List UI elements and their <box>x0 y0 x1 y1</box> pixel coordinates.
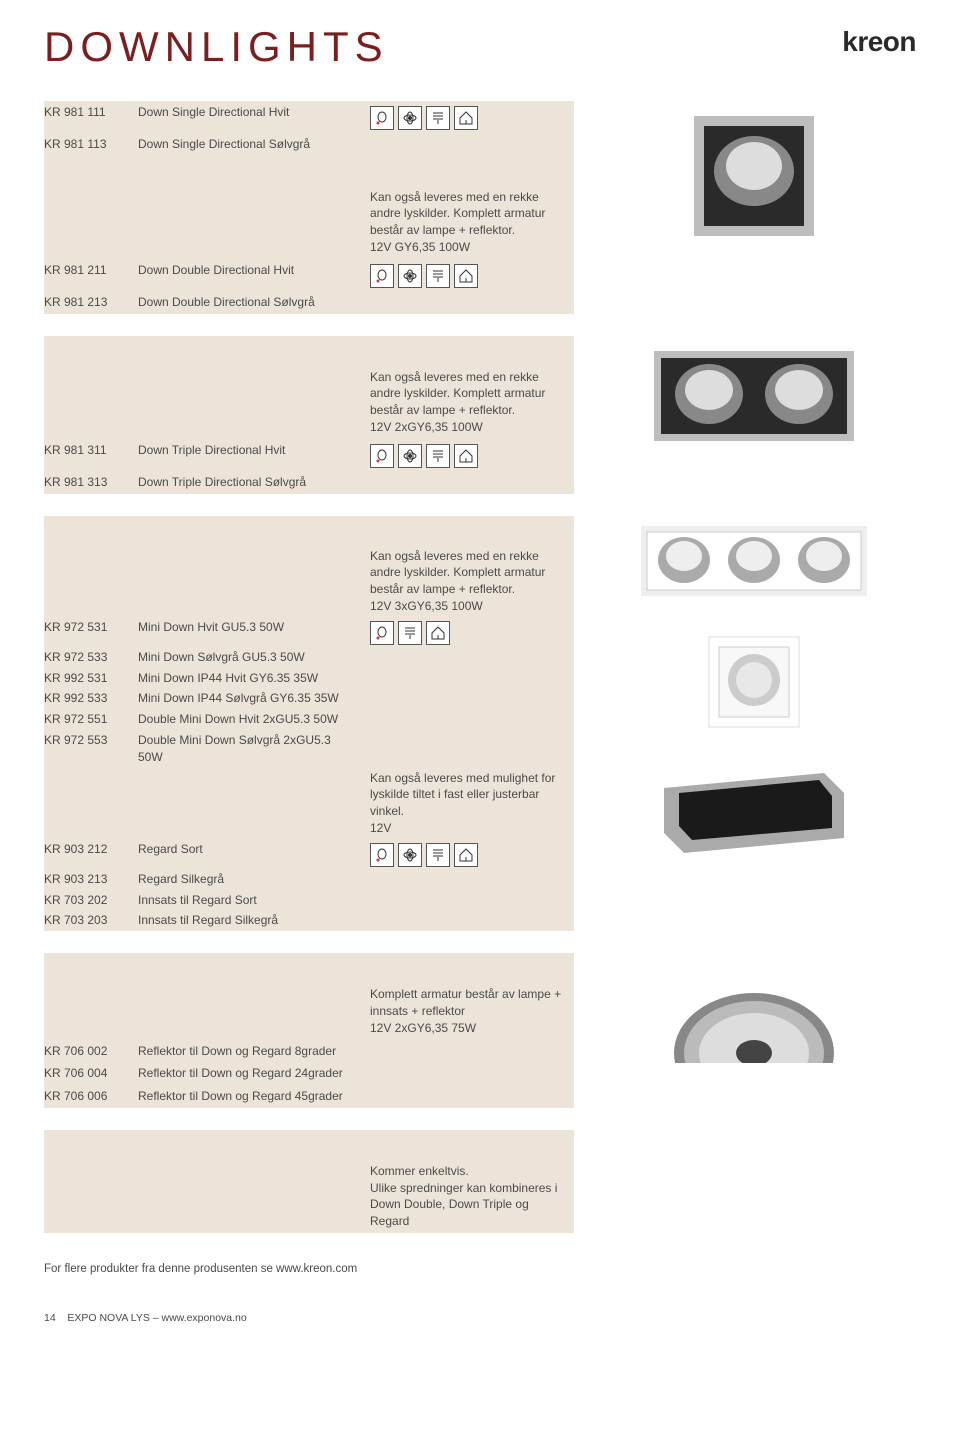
icon-row <box>370 621 568 645</box>
bulb-icon <box>370 264 394 288</box>
lines-icon <box>426 106 450 130</box>
icon-row <box>370 444 568 468</box>
house-icon <box>454 106 478 130</box>
product-name: Regard Sort <box>138 841 358 867</box>
product-code: KR 981 113 <box>44 136 126 153</box>
house-icon <box>454 843 478 867</box>
product-name: Reflektor til Down og Regard 8grader <box>138 1043 358 1060</box>
product-image-reflector <box>669 953 839 1063</box>
section-description: Kommer enkeltvis. Ulike spredninger kan … <box>370 1163 574 1230</box>
product-name: Regard Silkegrå <box>138 871 358 888</box>
product-code: KR 981 111 <box>44 104 126 130</box>
footer-link: For flere produkter fra denne produsente… <box>44 1261 916 1277</box>
product-code: KR 992 533 <box>44 690 126 707</box>
product-name: Down Single Directional Sølvgrå <box>138 136 358 153</box>
product-code: KR 981 311 <box>44 442 126 468</box>
product-name: Innsats til Regard Silkegrå <box>138 912 358 929</box>
product-name: Mini Down Sølvgrå GU5.3 50W <box>138 649 358 666</box>
product-name: Reflektor til Down og Regard 24grader <box>138 1065 358 1082</box>
product-code: KR 903 212 <box>44 841 126 867</box>
bulb-icon <box>370 843 394 867</box>
product-code: KR 903 213 <box>44 871 126 888</box>
section-kommer: Kommer enkeltvis. Ulike spredninger kan … <box>44 1130 916 1233</box>
product-name: Reflektor til Down og Regard 45grader <box>138 1088 358 1105</box>
lines-icon <box>426 264 450 288</box>
orbit-icon <box>398 843 422 867</box>
product-name: Down Double Directional Sølvgrå <box>138 294 358 311</box>
product-image-double <box>649 336 859 456</box>
product-name: Mini Down IP44 Hvit GY6.35 35W <box>138 670 358 687</box>
bulb-icon <box>370 106 394 130</box>
section-single-double: KR 981 111 Down Single Directional Hvit … <box>44 101 916 314</box>
product-code: KR 972 553 <box>44 732 126 766</box>
icon-row <box>370 264 568 288</box>
page-number: 14 <box>44 1312 56 1324</box>
icon-row <box>370 843 568 867</box>
section-description: Kan også leveres med mulighet for lyskil… <box>370 770 574 837</box>
page-footer: 14 EXPO NOVA LYS – www.exponova.no <box>44 1311 916 1326</box>
product-code: KR 706 002 <box>44 1043 126 1060</box>
product-name: Mini Down IP44 Sølvgrå GY6.35 35W <box>138 690 358 707</box>
product-name: Down Double Directional Hvit <box>138 262 358 288</box>
page-footer-text: EXPO NOVA LYS – www.exponova.no <box>67 1312 246 1324</box>
product-name: Down Triple Directional Hvit <box>138 442 358 468</box>
section-description: Kan også leveres med en rekke andre lysk… <box>370 189 574 256</box>
product-image-triple <box>639 516 869 606</box>
orbit-icon <box>398 444 422 468</box>
product-name: Double Mini Down Sølvgrå 2xGU5.3 50W <box>138 732 358 766</box>
section-description: Komplett armatur består av lampe + innsa… <box>370 986 574 1036</box>
bulb-icon <box>370 444 394 468</box>
brand-logo: kreon <box>842 22 916 61</box>
house-icon <box>454 264 478 288</box>
lines-icon <box>426 444 450 468</box>
product-code: KR 703 202 <box>44 892 126 909</box>
product-name: Double Mini Down Hvit 2xGU5.3 50W <box>138 711 358 728</box>
lines-icon <box>398 621 422 645</box>
section-reflector: Komplett armatur består av lampe + innsa… <box>44 953 916 1108</box>
orbit-icon <box>398 106 422 130</box>
product-code: KR 972 533 <box>44 649 126 666</box>
section-triple: Kan også leveres med en rekke andre lysk… <box>44 336 916 494</box>
section-description: Kan også leveres med en rekke andre lysk… <box>370 548 574 615</box>
product-code: KR 706 006 <box>44 1088 126 1105</box>
product-image-regard <box>654 758 854 858</box>
product-image-single <box>679 101 829 251</box>
product-name: Down Single Directional Hvit <box>138 104 358 130</box>
page-header: DOWNLIGHTS kreon <box>44 18 916 77</box>
product-code: KR 972 551 <box>44 711 126 728</box>
house-icon <box>454 444 478 468</box>
product-code: KR 703 203 <box>44 912 126 929</box>
product-image-mini <box>694 622 814 742</box>
product-code: KR 992 531 <box>44 670 126 687</box>
lines-icon <box>426 843 450 867</box>
page-title: DOWNLIGHTS <box>44 18 389 77</box>
product-name: Innsats til Regard Sort <box>138 892 358 909</box>
orbit-icon <box>398 264 422 288</box>
section-mini-regard: Kan også leveres med en rekke andre lysk… <box>44 516 916 932</box>
icon-row <box>370 106 568 130</box>
product-code: KR 972 531 <box>44 619 126 645</box>
product-code: KR 981 213 <box>44 294 126 311</box>
product-name: Down Triple Directional Sølvgrå <box>138 474 358 491</box>
house-icon <box>426 621 450 645</box>
section-description: Kan også leveres med en rekke andre lysk… <box>370 369 574 436</box>
product-name: Mini Down Hvit GU5.3 50W <box>138 619 358 645</box>
product-code: KR 981 211 <box>44 262 126 288</box>
product-code: KR 706 004 <box>44 1065 126 1082</box>
product-code: KR 981 313 <box>44 474 126 491</box>
bulb-icon <box>370 621 394 645</box>
